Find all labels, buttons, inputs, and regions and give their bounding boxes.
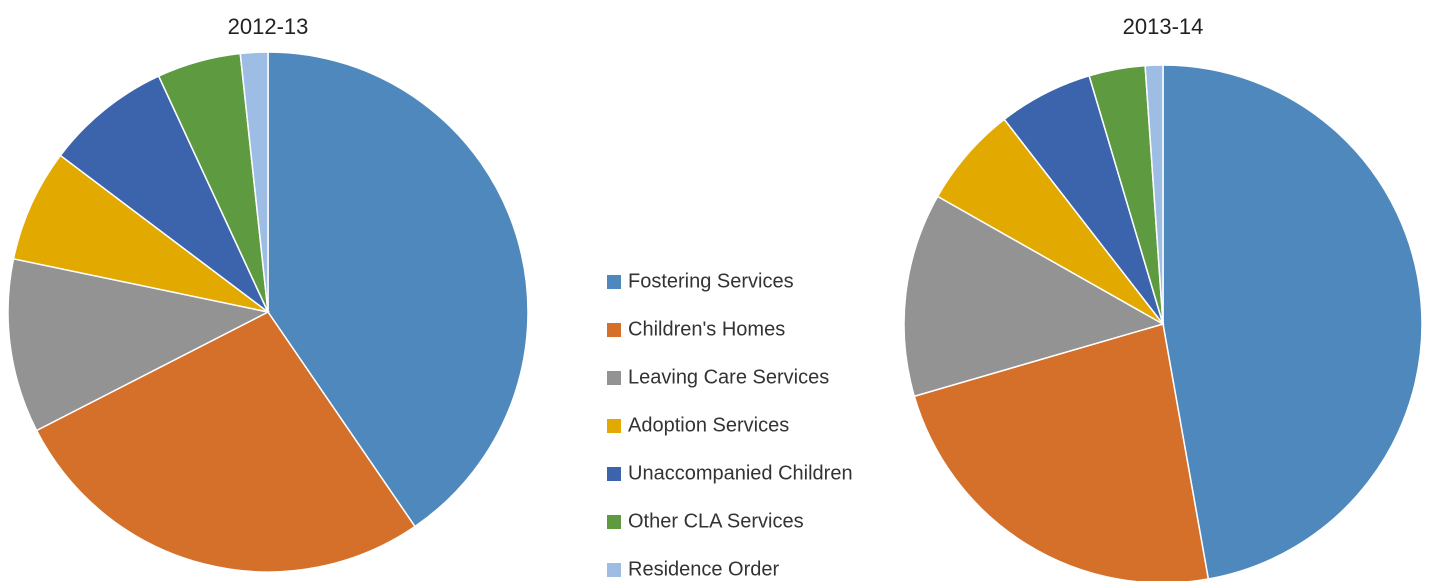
- legend-swatch: [607, 467, 621, 481]
- legend-label: Unaccompanied Children: [628, 462, 853, 484]
- legend-swatch: [607, 563, 621, 577]
- pie-slice: [7, 257, 271, 432]
- legend-label: Children's Homes: [628, 318, 785, 340]
- pie-slice: [1144, 64, 1164, 325]
- pie-slice: [59, 75, 269, 313]
- pie-slice: [903, 195, 1165, 398]
- legend-swatch: [607, 419, 621, 433]
- legend-label: Residence Order: [628, 558, 780, 580]
- pie-slice: [239, 51, 269, 313]
- pie-slice: [35, 311, 416, 573]
- legend-label: Other CLA Services: [628, 510, 804, 532]
- pie-title: 2012-13: [228, 14, 309, 39]
- legend-swatch: [607, 275, 621, 289]
- legend-swatch: [607, 515, 621, 529]
- legend-label: Adoption Services: [628, 414, 789, 436]
- legend-label: Fostering Services: [628, 270, 794, 292]
- legend-swatch: [607, 323, 621, 337]
- legend-label: Leaving Care Services: [628, 366, 829, 388]
- pie-slice: [12, 154, 269, 313]
- pie-slice: [267, 51, 529, 528]
- pie-slice: [1162, 64, 1423, 580]
- legend-swatch: [607, 371, 621, 385]
- pie-title: 2013-14: [1123, 14, 1204, 39]
